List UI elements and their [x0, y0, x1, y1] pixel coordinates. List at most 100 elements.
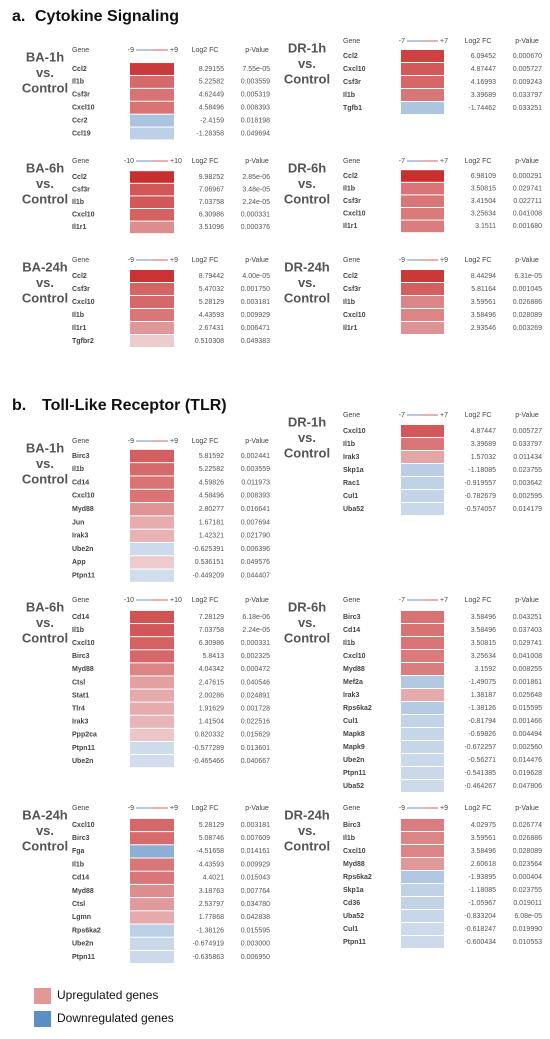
- fc-cell: [401, 702, 444, 714]
- log2fc: -1.93895: [468, 874, 496, 881]
- fc-cell: [401, 182, 444, 195]
- p-value: 0.000404: [513, 874, 542, 881]
- column-header: Gene: [72, 438, 89, 445]
- p-value: 2.24e-05: [242, 627, 270, 634]
- gene-name: Myd88: [72, 888, 94, 895]
- scale-max: +7: [440, 412, 448, 419]
- scale-min: -9: [128, 805, 134, 812]
- gene-name: Rac1: [343, 480, 360, 487]
- log2fc: 3.58496: [471, 614, 496, 621]
- p-value: 0.022711: [513, 198, 542, 205]
- p-value: 0.033797: [513, 441, 542, 448]
- panel-label: vs.: [298, 275, 316, 290]
- p-value: 0.005727: [513, 428, 542, 435]
- column-header: Log2 FC: [465, 412, 492, 419]
- gene-name: Cxcl10: [343, 848, 366, 855]
- gene-name: Il1b: [343, 835, 355, 842]
- fc-cell: [401, 845, 444, 857]
- gene-name: Mapk8: [343, 731, 365, 738]
- gene-name: Myd88: [343, 861, 365, 868]
- log2fc: 1.67181: [199, 519, 224, 526]
- panel-label: DR-6h: [288, 599, 326, 614]
- p-value: 0.019628: [513, 770, 542, 777]
- p-value: 0.026886: [513, 299, 542, 306]
- gene-name: Ccl2: [72, 66, 87, 73]
- gene-name: Ube2n: [72, 546, 93, 553]
- scale-min: -9: [399, 805, 405, 812]
- column-header: p-Value: [515, 805, 539, 812]
- column-header: Log2 FC: [465, 805, 492, 812]
- p-value: 0.000376: [241, 224, 270, 231]
- fc-cell: [130, 449, 174, 463]
- log2fc: -4.51658: [196, 848, 224, 855]
- log2fc: 3.59561: [471, 835, 496, 842]
- p-value: 0.034780: [241, 901, 270, 908]
- fc-cell: [401, 832, 444, 844]
- gene-name: Csf3r: [72, 186, 90, 193]
- panel-label: Control: [22, 290, 68, 305]
- fc-cell: [130, 715, 174, 728]
- log2fc: -0.69826: [468, 731, 496, 738]
- p-value: 0.003559: [241, 466, 270, 473]
- log2fc: 5.22582: [199, 466, 224, 473]
- fc-cell: [130, 542, 174, 556]
- p-value: 0.008393: [241, 105, 270, 112]
- p-value: 0.042838: [241, 914, 270, 921]
- fc-cell: [401, 663, 444, 675]
- fc-cell: [401, 63, 444, 75]
- gene-name: Lgmn: [72, 914, 91, 921]
- gene-name: Il1b: [343, 185, 355, 192]
- log2fc: 5.8413: [203, 653, 225, 660]
- log2fc: 2.60618: [471, 861, 496, 868]
- scale-max: +7: [440, 38, 448, 45]
- panel-label: BA-24h: [22, 259, 68, 274]
- fc-cell: [130, 741, 174, 755]
- p-value: 0.010553: [513, 939, 542, 946]
- p-value: 0.014161: [241, 848, 270, 855]
- fc-cell: [130, 476, 174, 489]
- gene-name: Birc3: [72, 835, 90, 842]
- log2fc: 6.09452: [471, 53, 496, 60]
- gene-name: Myd88: [343, 666, 365, 673]
- log2fc: -1.28358: [196, 130, 224, 137]
- log2fc: -1.38126: [196, 927, 224, 934]
- log2fc: 1.38187: [471, 692, 496, 699]
- gene-name: Irak3: [72, 533, 88, 540]
- column-header: p-Value: [245, 438, 269, 445]
- column-header: p-Value: [515, 597, 539, 604]
- fc-cell: [130, 209, 174, 221]
- log2fc: 1.91629: [199, 706, 224, 713]
- column-header: Gene: [343, 597, 360, 604]
- p-value: 7.55e-05: [242, 66, 270, 73]
- gene-name: Cul1: [343, 718, 358, 725]
- fc-cell: [130, 871, 174, 884]
- panel-label: BA-1h: [26, 49, 64, 64]
- column-header: Log2 FC: [192, 158, 219, 165]
- log2fc: -1.18085: [468, 887, 496, 894]
- p-value: 0.003642: [513, 480, 542, 487]
- p-value: 0.049383: [241, 338, 270, 345]
- gene-name: Stat1: [72, 692, 89, 699]
- fc-cell: [130, 101, 174, 114]
- p-value: 0.009929: [241, 312, 270, 319]
- fc-cell: [130, 63, 174, 75]
- log2fc: -0.625391: [192, 546, 224, 553]
- gene-name: Uba52: [343, 783, 364, 790]
- gene-name: Il1r1: [72, 325, 87, 332]
- log2fc: 4.58496: [199, 493, 224, 500]
- column-header: Log2 FC: [192, 257, 219, 264]
- gene-name: Ctsl: [72, 901, 85, 908]
- panel-label: Control: [284, 838, 330, 853]
- column-header: Log2 FC: [192, 438, 219, 445]
- gene-name: Il1r1: [343, 325, 358, 332]
- fc-cell: [401, 309, 444, 321]
- p-value: 3.48e-05: [242, 186, 270, 193]
- p-value: 0.000670: [513, 53, 542, 60]
- log2fc: 3.25634: [471, 211, 496, 218]
- fc-cell: [130, 309, 174, 321]
- log2fc: 2.80277: [199, 506, 224, 513]
- panel-label: vs.: [298, 176, 316, 191]
- log2fc: -0.833204: [464, 913, 496, 920]
- log2fc: 4.87447: [471, 66, 496, 73]
- p-value: 0.037403: [513, 627, 542, 634]
